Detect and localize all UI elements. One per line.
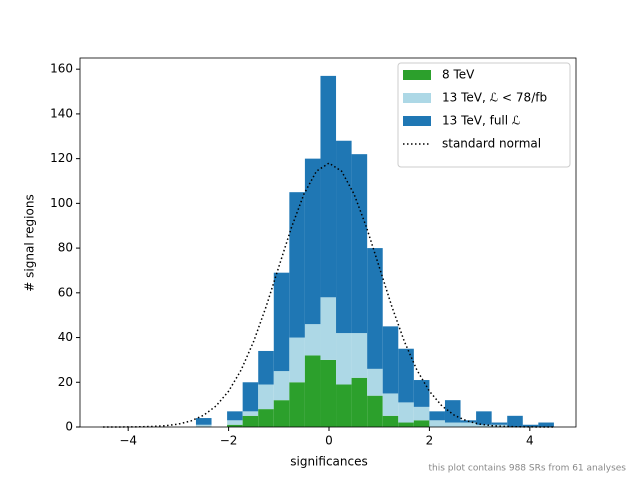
histogram-bar (491, 422, 508, 425)
histogram-bar (398, 402, 414, 423)
histogram-bar (320, 75, 337, 298)
histogram-bar (320, 359, 337, 427)
histogram-bar (367, 368, 383, 396)
x-axis-label: significances (290, 455, 368, 469)
plot-frame (79, 57, 577, 428)
histogram-bar (507, 415, 523, 427)
histogram-bar (522, 424, 539, 427)
histogram-bar (351, 154, 368, 334)
histogram-bar (351, 333, 368, 378)
legend-label: 13 TeV, ℒ < 78/fb (442, 91, 547, 105)
histogram-bar (320, 297, 337, 360)
histogram-bar (382, 393, 399, 416)
histogram-bar (476, 424, 492, 427)
histogram-bar (242, 415, 259, 427)
histogram-bar (460, 422, 477, 427)
histogram-bar (538, 422, 554, 427)
histogram-bar (258, 350, 274, 385)
x-tick-label: −2 (220, 434, 238, 448)
histogram-bar (336, 140, 352, 334)
histogram-bar (304, 324, 321, 356)
histogram-bar (304, 355, 321, 427)
histogram-bar (273, 272, 290, 372)
histogram-bar (413, 406, 430, 421)
histogram-bar (429, 420, 445, 427)
y-tick-label: 0 (65, 420, 73, 434)
legend-label: 8 TeV (442, 68, 475, 82)
legend-label: standard normal (442, 137, 541, 151)
histogram-bar (289, 382, 305, 427)
histogram-bar (336, 333, 352, 385)
histogram-bar (289, 337, 305, 383)
histogram-bar (444, 400, 461, 423)
histogram-bar (304, 158, 321, 325)
histogram-bar (491, 424, 508, 427)
y-tick-label: 160 (50, 62, 73, 76)
histogram-bar (382, 326, 399, 394)
y-axis-label: # signal regions (23, 194, 37, 291)
legend-box (397, 62, 571, 168)
histogram-bar (195, 424, 212, 427)
y-tick-label: 120 (50, 151, 73, 165)
x-tick-label: 2 (426, 434, 434, 448)
histogram-bar (367, 395, 383, 427)
histogram-bar (336, 384, 352, 427)
y-tick-label: 20 (58, 375, 73, 389)
y-tick-label: 140 (50, 106, 73, 120)
histogram-bar (413, 380, 430, 407)
histogram-bar (273, 400, 290, 427)
histogram-bar (227, 411, 243, 421)
y-tick-label: 40 (58, 330, 73, 344)
histogram-bar (258, 409, 274, 427)
histogram-bar (367, 248, 383, 369)
normal-curve (103, 162, 555, 428)
histogram-bar (195, 418, 212, 425)
histogram-bar (476, 411, 492, 425)
legend-swatch (403, 70, 431, 80)
x-tick-label: 4 (526, 434, 534, 448)
histogram-bar (382, 415, 399, 427)
histogram-bar (258, 384, 274, 410)
y-tick-label: 100 (50, 196, 73, 210)
histogram-bar (289, 192, 305, 338)
legend-label: 13 TeV, full ℒ (442, 114, 521, 128)
histogram-bar (398, 422, 414, 427)
y-tick-label: 80 (58, 241, 73, 255)
histogram-bar (227, 420, 243, 425)
histogram-bar (444, 422, 461, 427)
x-tick-label: 0 (325, 434, 333, 448)
y-tick-label: 60 (58, 285, 73, 299)
histogram-bar (273, 371, 290, 401)
histogram-bar (242, 411, 259, 416)
histogram-bar (429, 411, 445, 421)
legend-swatch (403, 116, 431, 126)
histogram-bar (413, 420, 430, 427)
footnote: this plot contains 988 SRs from 61 analy… (429, 464, 627, 474)
histogram-bar (242, 382, 259, 412)
histogram-bar (227, 424, 243, 427)
x-tick-label: −4 (119, 434, 137, 448)
legend-swatch (403, 93, 431, 103)
histogram-bar (351, 377, 368, 427)
histogram-bar (398, 348, 414, 403)
